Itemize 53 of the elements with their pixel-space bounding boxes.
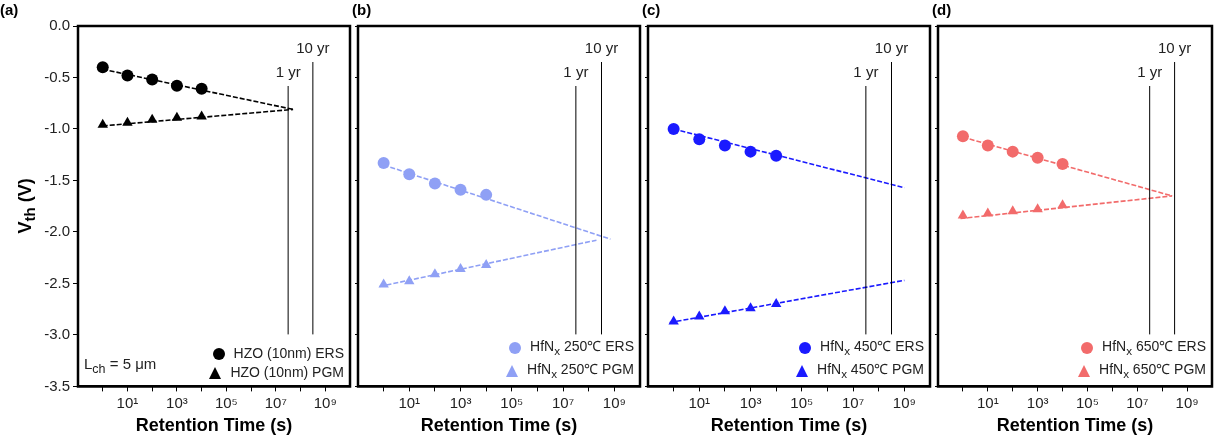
x-axis-title: Retention Time (s) xyxy=(420,415,578,436)
x-tick-label: 10³ xyxy=(1026,393,1049,411)
x-tick-label: 10³ xyxy=(449,393,472,411)
y-tick-label: -2.5 xyxy=(44,273,70,291)
ref-line-label: 1 yr xyxy=(853,62,879,80)
x-tick-label: 10⁵ xyxy=(790,393,814,411)
x-tick-label: 10³ xyxy=(739,393,762,411)
x-tick-label: 10³ xyxy=(166,393,188,411)
chart-title: (d) xyxy=(932,1,952,19)
y-tick-label: -2.0 xyxy=(44,222,70,240)
legend-label: HfN$_{x}$ 250℃ ERS xyxy=(530,336,634,359)
x-tick-label: 10⁹ xyxy=(313,393,337,411)
y-tick-label: -1.0 xyxy=(44,119,70,137)
x-tick-label: 10⁹ xyxy=(602,393,626,411)
x-tick-label: 10⁷ xyxy=(264,393,287,411)
x-axis-title: Retention Time (s) xyxy=(135,415,293,436)
x-tick-label: 10⁵ xyxy=(500,393,524,411)
x-tick-label: 10⁷ xyxy=(552,393,575,411)
legend-label: HfN$_{x}$ 650℃ ERS xyxy=(1102,336,1206,359)
ref-line-label: 10 yr xyxy=(874,38,909,56)
x-tick-label: 10⁵ xyxy=(214,393,238,411)
y-tick-label: 0.0 xyxy=(49,16,70,34)
ref-line-label: 10 yr xyxy=(1157,38,1192,56)
x-tick-label: 10⁷ xyxy=(842,393,865,411)
chart-title: (b) xyxy=(352,1,372,19)
legend-label: HfN$_{x}$ 450℃ PGM xyxy=(817,359,924,382)
annotation: L$_{ch}$ = 5 μm xyxy=(84,355,157,377)
x-tick-label: 10¹ xyxy=(398,393,421,411)
ref-line-label: 10 yr xyxy=(296,38,330,56)
ref-line-label: 1 yr xyxy=(1137,62,1163,80)
y-tick-label: -3.0 xyxy=(44,325,70,343)
ref-line-label: 1 yr xyxy=(563,62,589,80)
ref-line-label: 10 yr xyxy=(584,38,619,56)
x-tick-label: 10¹ xyxy=(976,393,999,411)
x-tick-label: 10⁷ xyxy=(1126,393,1149,411)
legend-label: HZO (10nm) ERS xyxy=(233,344,344,364)
x-tick-label: 10⁹ xyxy=(892,393,916,411)
y-tick-label: -1.5 xyxy=(44,170,70,188)
x-tick-label: 10¹ xyxy=(116,393,139,411)
y-tick-label: -0.5 xyxy=(44,67,70,85)
legend-label: HZO (10nm) PGM xyxy=(230,363,344,383)
y-tick-label: -3.5 xyxy=(44,376,70,394)
legend-label: HfN$_{x}$ 450℃ ERS xyxy=(820,336,924,359)
x-tick-label: 10¹ xyxy=(688,393,711,411)
legend-label: HfN$_{x}$ 650℃ PGM xyxy=(1099,359,1206,382)
ref-line-label: 1 yr xyxy=(275,62,301,80)
x-axis-title: Retention Time (s) xyxy=(996,415,1154,436)
legend-label: HfN$_{x}$ 250℃ PGM xyxy=(527,359,634,382)
chart-title: (a) xyxy=(0,1,19,19)
x-axis-title: Retention Time (s) xyxy=(710,415,868,436)
x-tick-label: 10⁵ xyxy=(1076,393,1099,411)
x-tick-label: 10⁹ xyxy=(1175,393,1199,411)
chart-title: (c) xyxy=(642,1,661,19)
